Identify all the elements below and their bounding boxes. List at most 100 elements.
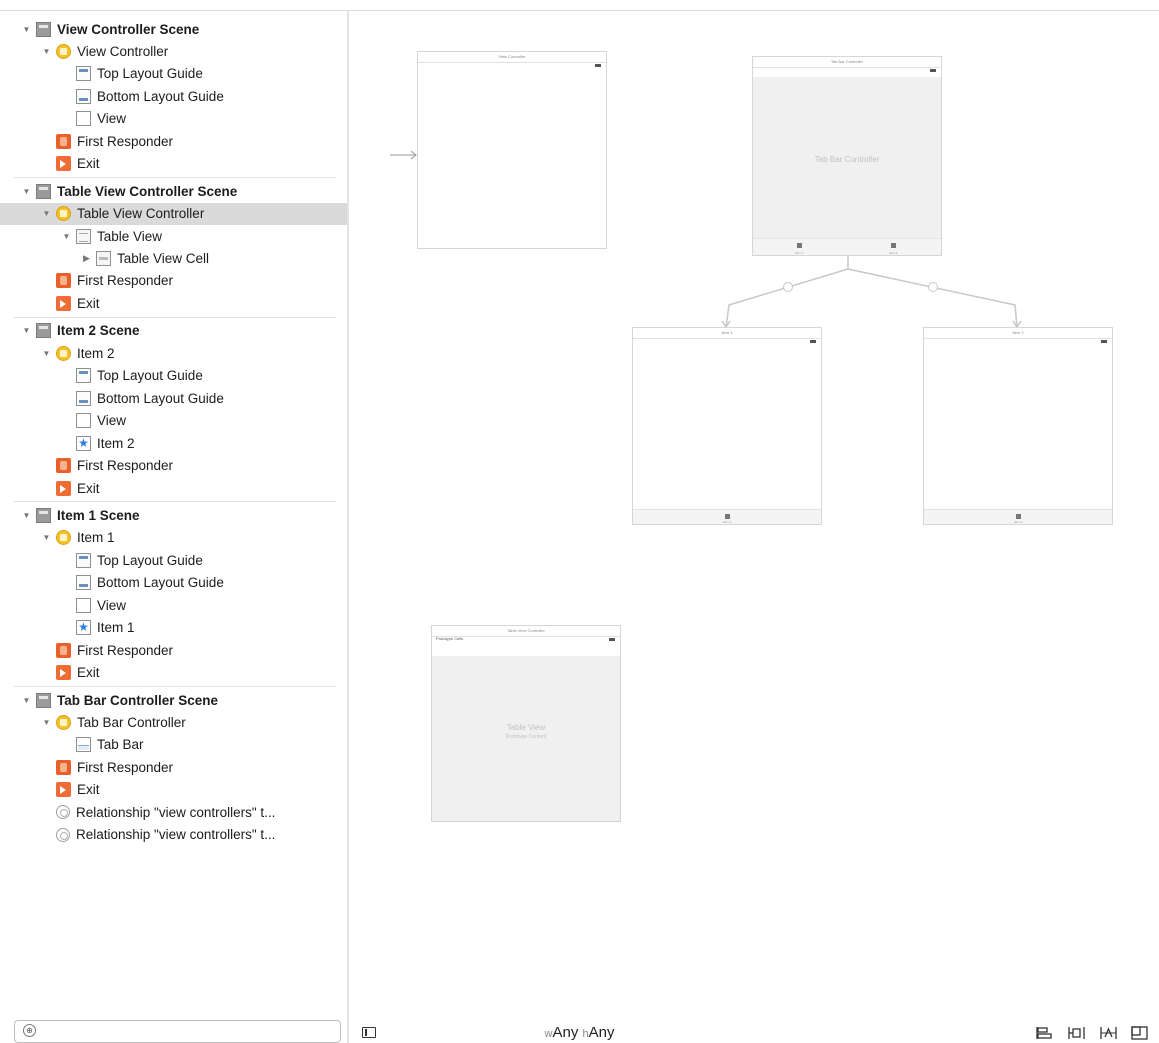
sidebar-toggle-icon[interactable] — [362, 1027, 376, 1038]
disclosure-open-icon[interactable]: ▼ — [42, 533, 51, 543]
width-prefix: w — [544, 1028, 553, 1040]
bottom-layout-guide-icon — [76, 88, 91, 104]
outline-row[interactable]: First Responder — [0, 130, 347, 152]
outline-row-label: Relationship "view controllers" t... — [76, 827, 276, 843]
item1-scene[interactable]: Item 1 Item 1 — [632, 327, 822, 525]
disclosure-open-icon[interactable]: ▼ — [22, 510, 31, 520]
battery-icon — [810, 340, 816, 343]
outline-row[interactable]: First Responder — [0, 756, 347, 778]
disclosure-open-icon[interactable]: ▼ — [42, 348, 51, 358]
outline-row[interactable]: ▼ View Controller — [0, 40, 347, 62]
outline-row-label: View — [97, 111, 127, 127]
disclosure-open-icon[interactable]: ▼ — [42, 209, 51, 219]
document-outline[interactable]: ▼ View Controller Scene ▼ View Controller To… — [0, 12, 347, 1020]
disclosure-spacer — [62, 69, 71, 78]
outline-row-label: View — [97, 597, 127, 613]
scene-separator — [14, 686, 336, 688]
outline-row[interactable]: ▼ Item 2 — [0, 342, 347, 364]
outline-row-label: Table View Controller Scene — [57, 183, 238, 199]
disclosure-open-icon[interactable]: ▼ — [62, 231, 71, 241]
tab-item-label: Item 1 — [723, 520, 732, 524]
tab-item-label: Item 2 — [889, 251, 898, 255]
outline-row[interactable]: ▼ Table View — [0, 225, 347, 247]
outline-row[interactable]: Bottom Layout Guide — [0, 85, 347, 107]
exit-icon — [56, 782, 71, 798]
tab-item-icon — [891, 243, 896, 248]
outline-row-label: Item 2 — [77, 345, 115, 361]
outline-row[interactable]: Bottom Layout Guide — [0, 387, 347, 409]
outline-row[interactable]: Exit — [0, 662, 347, 684]
top-divider — [0, 10, 1159, 11]
outline-scene-row[interactable]: ▼ Item 2 Scene — [0, 320, 347, 342]
outline-divider[interactable] — [347, 10, 349, 1043]
outline-filter-input[interactable] — [43, 1023, 337, 1042]
outline-scene-row[interactable]: ▼ Table View Controller Scene — [0, 180, 347, 202]
outline-row[interactable]: ▼ Table View Controller — [0, 202, 347, 225]
outline-row[interactable]: Exit — [0, 779, 347, 801]
disclosure-spacer — [62, 623, 71, 632]
first-responder-icon — [56, 458, 71, 474]
outline-scene-row[interactable]: ▼ View Controller Scene — [0, 18, 347, 40]
tab-item-label: Item 2 — [1014, 520, 1023, 524]
outline-row[interactable]: Top Layout Guide — [0, 549, 347, 571]
outline-row-label: Bottom Layout Guide — [97, 575, 224, 591]
outline-row[interactable]: ★ Item 2 — [0, 432, 347, 454]
outline-scene-row[interactable]: ▼ Tab Bar Controller Scene — [0, 689, 347, 711]
outline-row[interactable]: Bottom Layout Guide — [0, 572, 347, 594]
resolve-issues-icon[interactable] — [1100, 1026, 1117, 1040]
outline-row[interactable]: Tab Bar — [0, 734, 347, 756]
disclosure-closed-icon[interactable]: ▶ — [83, 253, 90, 263]
outline-row[interactable]: View — [0, 594, 347, 616]
disclosure-open-icon[interactable]: ▼ — [22, 695, 31, 705]
outline-row[interactable]: ★ Item 1 — [0, 617, 347, 639]
disclosure-open-icon[interactable]: ▼ — [22, 186, 31, 196]
disclosure-open-icon[interactable]: ▼ — [22, 24, 31, 34]
outline-row[interactable]: ▼ Tab Bar Controller — [0, 712, 347, 734]
outline-row[interactable]: Exit — [0, 477, 347, 499]
outline-row-label: Item 2 — [97, 435, 135, 451]
outline-row[interactable]: First Responder — [0, 455, 347, 477]
view-icon — [76, 111, 91, 127]
item2-scene[interactable]: Item 2 Item 2 — [923, 327, 1113, 525]
outline-row[interactable]: View — [0, 108, 347, 130]
outline-row-label: Tab Bar Controller — [77, 715, 186, 730]
outline-row[interactable]: ▶ Table View Cell — [0, 248, 347, 270]
disclosure-open-icon[interactable]: ▼ — [42, 718, 51, 727]
outline-row[interactable]: Exit — [0, 153, 347, 175]
outline-row[interactable]: Relationship "view controllers" t... — [0, 824, 347, 846]
outline-row[interactable]: Relationship "view controllers" t... — [0, 801, 347, 823]
outline-row-label: Tab Bar Controller Scene — [57, 692, 219, 708]
tab-bar-controller-label: Tab Bar Controller — [814, 155, 880, 164]
view-controller-scene[interactable]: View Controller — [417, 51, 607, 249]
view-controller-icon — [56, 43, 71, 59]
outline-row[interactable]: Exit — [0, 292, 347, 314]
outline-row[interactable]: First Responder — [0, 270, 347, 292]
pin-icon[interactable] — [1068, 1026, 1085, 1040]
outline-row-label: View Controller Scene — [57, 21, 200, 37]
disclosure-spacer — [42, 830, 51, 839]
outline-scene-row[interactable]: ▼ Item 1 Scene — [0, 504, 347, 526]
outline-row-label: First Responder — [77, 133, 174, 149]
resizing-icon[interactable] — [1131, 1026, 1148, 1040]
first-responder-icon — [56, 273, 71, 289]
prototype-content-label: Prototype Content — [505, 734, 547, 740]
outline-row[interactable]: Top Layout Guide — [0, 365, 347, 387]
outline-row[interactable]: ▼ Item 1 — [0, 527, 347, 549]
tab-bar-controller-scene[interactable]: Tab Bar Controller Tab Bar Controller It… — [752, 56, 942, 256]
scene-title: View Controller — [418, 52, 606, 63]
disclosure-open-icon[interactable]: ▼ — [22, 326, 31, 336]
storyboard-canvas[interactable]: View Controller Tab Bar Controller Tab B… — [349, 11, 1159, 1011]
filter-icon[interactable]: ⊕ — [23, 1024, 36, 1037]
size-class-control[interactable]: wAny hAny — [0, 1024, 1159, 1041]
outline-filter[interactable]: ⊕ — [14, 1020, 341, 1043]
scene-icon — [36, 507, 51, 523]
outline-row[interactable]: View — [0, 410, 347, 432]
view-controller-icon — [56, 345, 71, 361]
outline-row[interactable]: First Responder — [0, 639, 347, 661]
table-view-controller-scene[interactable]: Table View Controller Prototype Cells Ta… — [431, 625, 621, 822]
outline-row-label: Table View Cell — [117, 251, 210, 266]
outline-row[interactable]: Top Layout Guide — [0, 63, 347, 85]
align-icon[interactable] — [1036, 1026, 1053, 1040]
disclosure-open-icon[interactable]: ▼ — [42, 46, 51, 56]
tab-item-icon — [725, 514, 730, 519]
